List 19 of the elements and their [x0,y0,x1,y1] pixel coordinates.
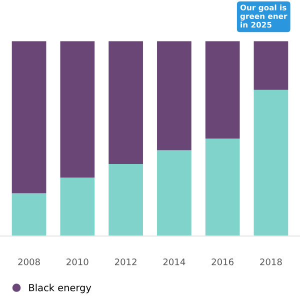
bar [157,150,192,236]
x-tick-label: 2012 [114,258,136,266]
x-tick-label: 2016 [212,258,234,266]
bar [60,178,95,236]
bar [60,41,95,178]
bar [12,193,46,236]
bar [157,41,192,150]
x-tick-label: 2010 [66,258,88,266]
x-tick-label: 2014 [163,258,186,266]
bar [254,41,288,90]
legend-label: Black energy [29,284,92,294]
bar [205,138,240,236]
bar [108,164,143,236]
bar [12,41,46,194]
x-tick-label: 2018 [260,258,282,266]
bar [205,41,240,139]
bar [108,41,143,164]
x-tick-label: 2008 [18,258,40,266]
bar [254,90,288,236]
